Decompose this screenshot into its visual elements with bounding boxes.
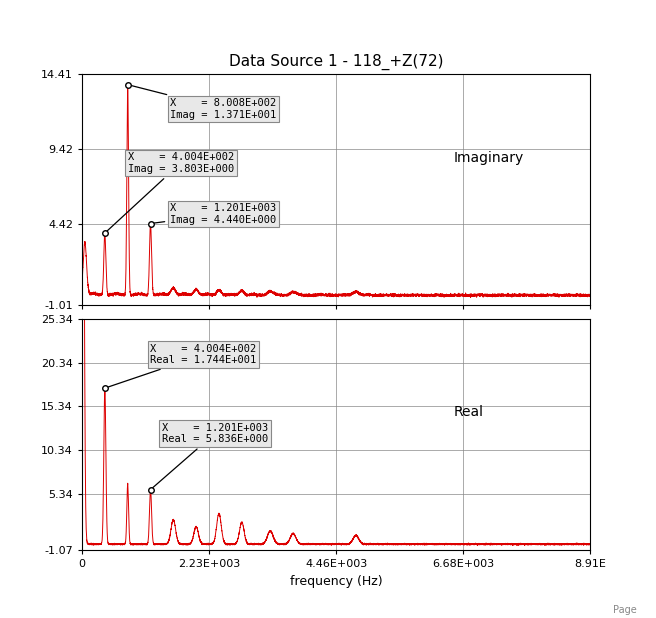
Text: X    = 4.004E+002
Imag = 3.803E+000: X = 4.004E+002 Imag = 3.803E+000 <box>107 152 234 231</box>
Text: Page: Page <box>613 605 636 615</box>
X-axis label: frequency (Hz): frequency (Hz) <box>290 575 382 588</box>
Text: X    = 1.201E+003
Imag = 4.440E+000: X = 1.201E+003 Imag = 4.440E+000 <box>154 203 277 225</box>
Text: Imaginary: Imaginary <box>453 151 523 165</box>
Text: Real: Real <box>453 405 483 419</box>
Text: X    = 4.004E+002
Real = 1.744E+001: X = 4.004E+002 Real = 1.744E+001 <box>108 344 256 387</box>
Title: Data Source 1 - 118_+Z(72): Data Source 1 - 118_+Z(72) <box>229 54 443 70</box>
Text: X    = 1.201E+003
Real = 5.836E+000: X = 1.201E+003 Real = 5.836E+000 <box>153 423 268 488</box>
Text: X    = 8.008E+002
Imag = 1.371E+001: X = 8.008E+002 Imag = 1.371E+001 <box>131 85 277 120</box>
